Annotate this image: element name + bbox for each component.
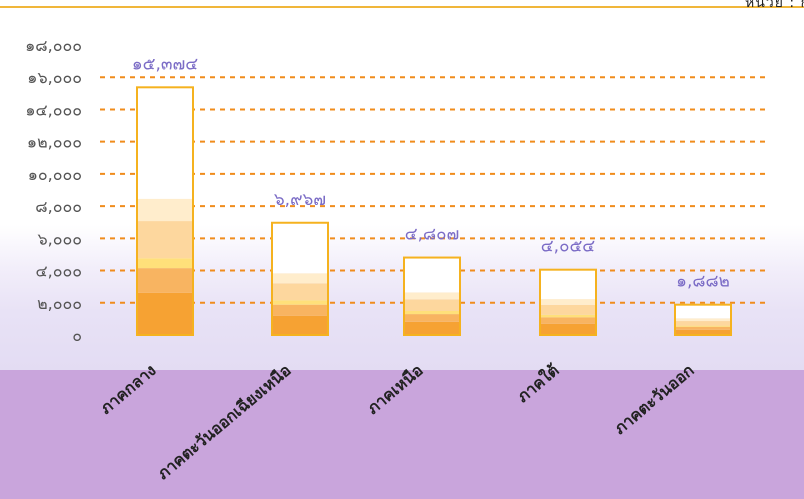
y-tick-label: ๑๘,๐๐๐ — [25, 36, 82, 55]
bar-segment — [540, 299, 596, 305]
bar-value-label: ๑๕,๓๗๔ — [132, 54, 198, 74]
header-rule — [0, 6, 804, 8]
bar-value-label: ๑,๘๘๒ — [676, 272, 730, 292]
bars — [136, 86, 732, 337]
bar-segment — [675, 318, 731, 322]
bar — [403, 256, 461, 337]
gridlines — [100, 76, 768, 304]
bar-segment — [675, 326, 731, 330]
bar-segment — [137, 87, 193, 199]
bar-outline — [403, 256, 461, 337]
bar-segment — [404, 314, 460, 322]
x-category-label: ภาคตะวันออก — [610, 361, 697, 439]
bar-segment — [540, 304, 596, 315]
x-category-label: ภาคกลาง — [96, 361, 159, 418]
bar-segment — [137, 258, 193, 269]
bar-segment — [540, 317, 596, 324]
y-tick-label: ๑๒,๐๐๐ — [27, 133, 82, 152]
y-tick-label: ๔,๐๐๐ — [36, 262, 83, 281]
y-axis-tick-labels: ๐ ๒,๐๐๐ ๔,๐๐๐ ๖,๐๐๐ ๘,๐๐๐ ๑๐,๐๐๐ ๑๒,๐๐๐ ๑๔,๐๐๐ ๑… — [25, 36, 82, 345]
bar-segment — [540, 269, 596, 300]
x-category-label: ภาคตะวันออกเฉียงเหนือ — [154, 361, 295, 484]
bar-segment — [272, 300, 328, 305]
bar-outline — [674, 303, 732, 337]
bar-segment — [404, 321, 460, 335]
bar-outline — [136, 86, 194, 336]
bar-segment — [272, 222, 328, 274]
bar-segment — [137, 268, 193, 293]
bar-segment — [540, 314, 596, 318]
bar-segment — [137, 198, 193, 222]
bar-value-label: ๔,๘๐๗ — [405, 225, 460, 245]
y-tick-label: ๖,๐๐๐ — [37, 229, 82, 248]
bar-segment — [675, 329, 731, 335]
bar-outline — [271, 221, 329, 336]
bar-segment — [272, 315, 328, 335]
x-category-label: ภาคใต้ — [513, 361, 562, 407]
bar-segment — [404, 257, 460, 293]
y-tick-label: ๑๔,๐๐๐ — [25, 100, 82, 119]
y-tick-label: ๐ — [72, 326, 82, 345]
bar-segment — [540, 323, 596, 335]
bar — [271, 221, 329, 336]
bar-segment — [675, 304, 731, 319]
bar — [539, 268, 597, 336]
bar — [674, 303, 732, 337]
y-tick-label: ๘,๐๐๐ — [35, 197, 82, 216]
bar-segment — [675, 321, 731, 326]
bar-segment — [272, 283, 328, 301]
bar-value-label: ๔,๐๕๔ — [541, 237, 596, 257]
y-tick-label: ๑๖,๐๐๐ — [27, 68, 82, 87]
bar-segment — [675, 325, 731, 327]
bar — [136, 86, 194, 336]
bar-segment — [404, 310, 460, 315]
bar-segment — [404, 299, 460, 311]
bar-segment — [137, 221, 193, 259]
bar-segment — [404, 292, 460, 300]
unit-label: หน่วย : ก — [745, 0, 804, 11]
bar-segment — [137, 292, 193, 335]
chart-background-lavender — [0, 225, 804, 370]
y-tick-label: ๒,๐๐๐ — [37, 294, 82, 313]
bar-outline — [539, 268, 597, 336]
bar-value-label: ๖,๙๖๗ — [274, 190, 326, 210]
bar-segment — [272, 273, 328, 284]
x-category-label: ภาคเหนือ — [363, 361, 426, 418]
bar-segment — [272, 304, 328, 316]
category-label-band — [0, 370, 804, 499]
y-tick-label: ๑๐,๐๐๐ — [28, 165, 82, 184]
